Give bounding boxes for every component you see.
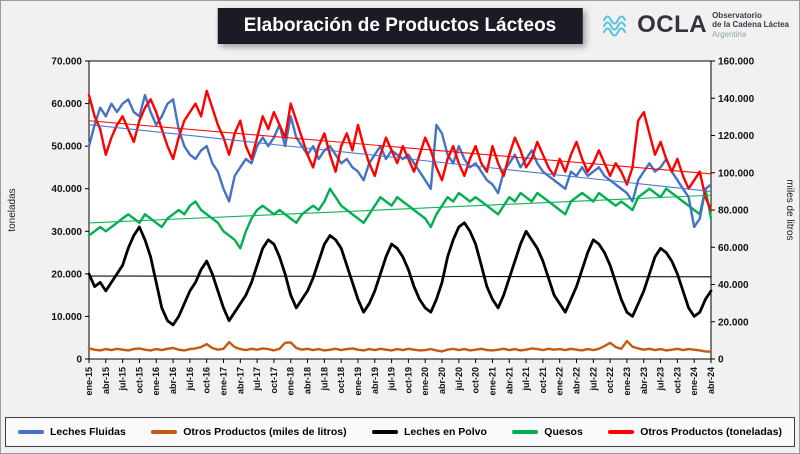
svg-text:ene-17: ene-17 bbox=[218, 367, 228, 396]
legend-label: Otros Productos (toneladas) bbox=[640, 426, 782, 438]
svg-text:ene-15: ene-15 bbox=[84, 367, 94, 396]
svg-text:abr-19: abr-19 bbox=[370, 367, 380, 394]
svg-text:jul-20: jul-20 bbox=[454, 367, 464, 392]
svg-text:60.000: 60.000 bbox=[51, 99, 82, 110]
svg-text:abr-24: abr-24 bbox=[706, 367, 716, 394]
svg-text:jul-23: jul-23 bbox=[656, 367, 666, 392]
svg-text:oct-19: oct-19 bbox=[403, 367, 413, 394]
ocla-logo: OCLA Observatorio de la Cadena Láctea Ar… bbox=[602, 11, 789, 39]
chart-legend: Leches Fluidas Otros Productos (miles de … bbox=[5, 417, 795, 447]
svg-text:jul-18: jul-18 bbox=[319, 367, 329, 392]
svg-text:20.000: 20.000 bbox=[51, 269, 82, 280]
svg-text:jul-16: jul-16 bbox=[185, 367, 195, 392]
svg-text:ene-21: ene-21 bbox=[487, 367, 497, 396]
svg-text:oct-21: oct-21 bbox=[538, 367, 548, 394]
logo-brand: OCLA bbox=[637, 11, 708, 38]
svg-text:oct-20: oct-20 bbox=[471, 367, 481, 394]
svg-text:50.000: 50.000 bbox=[51, 142, 82, 153]
svg-text:abr-17: abr-17 bbox=[235, 367, 245, 394]
svg-text:70.000: 70.000 bbox=[51, 57, 82, 68]
svg-text:miles de litros: miles de litros bbox=[784, 179, 795, 240]
svg-text:0: 0 bbox=[76, 355, 82, 366]
svg-text:40.000: 40.000 bbox=[51, 184, 82, 195]
svg-text:ene-24: ene-24 bbox=[689, 367, 699, 396]
page-title: Elaboración de Productos Lácteos bbox=[217, 8, 583, 44]
svg-text:ene-19: ene-19 bbox=[353, 367, 363, 396]
line-chart: 0 10.000 20.000 30.000 40.000 50.000 60.000 70.… bbox=[7, 57, 795, 396]
svg-text:oct-15: oct-15 bbox=[134, 367, 144, 394]
legend-label: Quesos bbox=[544, 426, 583, 438]
svg-text:120.000: 120.000 bbox=[718, 131, 755, 142]
svg-text:toneladas: toneladas bbox=[7, 188, 18, 231]
svg-text:abr-15: abr-15 bbox=[101, 367, 111, 394]
svg-text:60.000: 60.000 bbox=[718, 243, 749, 254]
legend-swatch bbox=[608, 430, 635, 434]
legend-item: Leches Fluidas bbox=[18, 426, 126, 438]
legend-item: Leches en Polvo bbox=[372, 426, 487, 438]
svg-text:30.000: 30.000 bbox=[51, 227, 82, 238]
svg-text:abr-21: abr-21 bbox=[504, 367, 514, 394]
logo-line-2: de la Cadena Láctea bbox=[712, 20, 789, 30]
svg-text:oct-18: oct-18 bbox=[336, 367, 346, 394]
svg-text:oct-17: oct-17 bbox=[269, 367, 279, 394]
svg-text:oct-23: oct-23 bbox=[672, 367, 682, 394]
svg-text:jul-15: jul-15 bbox=[118, 367, 128, 392]
svg-text:jul-22: jul-22 bbox=[588, 367, 598, 392]
logo-text: Observatorio de la Cadena Láctea Argenti… bbox=[712, 11, 789, 39]
svg-text:oct-22: oct-22 bbox=[605, 367, 615, 394]
legend-item: Quesos bbox=[512, 426, 583, 438]
legend-swatch bbox=[18, 430, 44, 434]
svg-text:jul-21: jul-21 bbox=[521, 367, 531, 392]
svg-text:ene-18: ene-18 bbox=[286, 367, 296, 396]
svg-text:ene-22: ene-22 bbox=[555, 367, 565, 396]
legend-swatch bbox=[151, 430, 178, 434]
svg-text:jul-19: jul-19 bbox=[387, 367, 397, 392]
svg-text:140.000: 140.000 bbox=[718, 94, 755, 105]
svg-text:abr-23: abr-23 bbox=[639, 367, 649, 394]
logo-country: Argentina bbox=[712, 29, 747, 39]
svg-text:abr-16: abr-16 bbox=[168, 367, 178, 394]
svg-text:40.000: 40.000 bbox=[718, 280, 749, 291]
svg-text:20.000: 20.000 bbox=[718, 317, 749, 328]
svg-text:100.000: 100.000 bbox=[718, 168, 755, 179]
svg-text:abr-22: abr-22 bbox=[572, 367, 582, 394]
svg-text:jul-17: jul-17 bbox=[252, 367, 262, 392]
legend-label: Leches en Polvo bbox=[404, 426, 487, 438]
svg-text:abr-18: abr-18 bbox=[303, 367, 313, 394]
svg-text:ene-20: ene-20 bbox=[420, 367, 430, 396]
ocla-wave-icon bbox=[603, 15, 627, 37]
legend-swatch bbox=[512, 430, 539, 434]
legend-swatch bbox=[372, 430, 399, 434]
svg-text:ene-16: ene-16 bbox=[151, 367, 161, 396]
svg-text:0: 0 bbox=[718, 355, 724, 366]
legend-label: Otros Productos (miles de litros) bbox=[183, 426, 347, 438]
svg-text:10.000: 10.000 bbox=[51, 312, 82, 323]
legend-item: Otros Productos (miles de litros) bbox=[151, 426, 347, 438]
svg-text:oct-16: oct-16 bbox=[202, 367, 212, 394]
legend-label: Leches Fluidas bbox=[50, 426, 126, 438]
svg-text:80.000: 80.000 bbox=[718, 206, 749, 217]
svg-text:160.000: 160.000 bbox=[718, 57, 755, 68]
svg-text:ene-23: ene-23 bbox=[622, 367, 632, 396]
svg-text:abr-20: abr-20 bbox=[437, 367, 447, 394]
legend-item: Otros Productos (toneladas) bbox=[608, 426, 782, 438]
logo-line-1: Observatorio bbox=[712, 11, 762, 21]
